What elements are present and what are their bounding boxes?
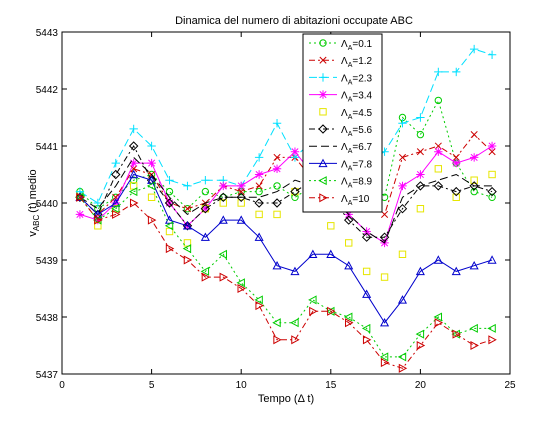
y-tick-label: 5439	[36, 256, 59, 267]
y-tick-label: 5442	[36, 85, 59, 96]
data-point	[255, 170, 263, 178]
x-tick-label: 5	[149, 380, 155, 391]
chart-title: Dinamica del numero di abitazioni occupa…	[175, 15, 413, 27]
legend: ΛA=0.1ΛA=1.2ΛA=2.3ΛA=3.4ΛA=4.5ΛA=5.6ΛA=6…	[303, 34, 382, 212]
data-point	[452, 159, 460, 167]
data-point	[237, 182, 245, 190]
data-point	[273, 165, 281, 173]
x-axis-label: Tempo (Δ t)	[258, 393, 314, 405]
y-tick-label: 5440	[36, 199, 59, 210]
legend-marker	[319, 90, 327, 98]
x-tick-label: 20	[415, 380, 427, 391]
x-tick-label: 0	[59, 380, 65, 391]
data-point	[488, 142, 496, 150]
y-tick-label: 5437	[36, 370, 59, 381]
data-point	[147, 159, 155, 167]
data-point	[416, 170, 424, 178]
data-point	[434, 148, 442, 156]
x-tick-label: 15	[325, 380, 337, 391]
y-tick-label: 5441	[36, 142, 59, 153]
x-tick-label: 10	[236, 380, 248, 391]
y-tick-label: 5443	[36, 28, 59, 39]
data-point	[398, 182, 406, 190]
data-point	[76, 210, 84, 218]
data-point	[291, 148, 299, 156]
x-tick-label: 25	[504, 380, 516, 391]
y-axis-label: vABC(t) medio	[27, 169, 41, 236]
data-point	[470, 153, 478, 161]
data-point	[219, 182, 227, 190]
y-tick-label: 5438	[36, 313, 59, 324]
